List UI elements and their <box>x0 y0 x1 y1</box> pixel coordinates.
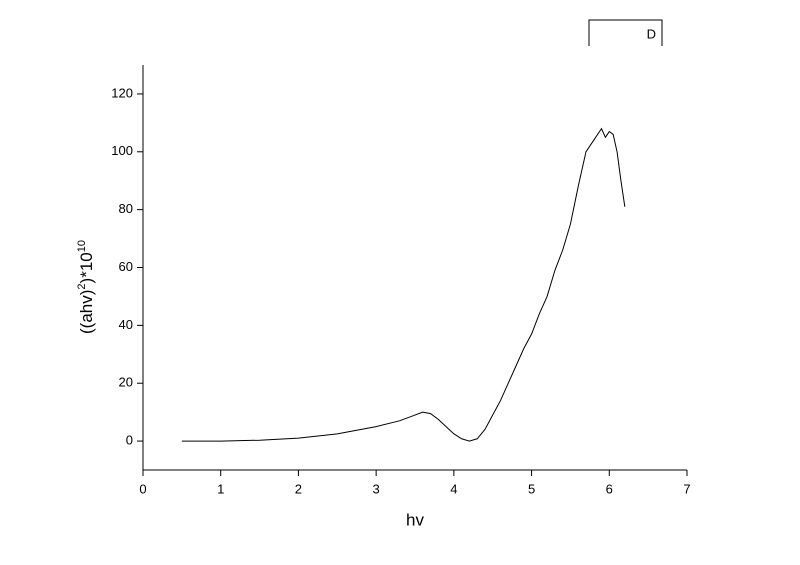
y-tick-label: 40 <box>119 317 133 332</box>
y-axis-title: ((ahv)2)*1010 <box>76 240 97 334</box>
x-tick-label: 0 <box>139 481 146 496</box>
y-tick-label: 20 <box>119 375 133 390</box>
x-tick-label: 2 <box>295 481 302 496</box>
x-tick-label: 3 <box>373 481 380 496</box>
y-axis-title-part: ((ahv) <box>77 290 96 334</box>
x-tick-label: 7 <box>683 481 690 496</box>
y-tick-label: 60 <box>119 259 133 274</box>
x-tick-label: 5 <box>528 481 535 496</box>
x-tick-label: 4 <box>450 481 457 496</box>
y-tick-label: 80 <box>119 201 133 216</box>
data-line <box>181 127 626 442</box>
y-axis-title-part: 2 <box>76 283 88 289</box>
y-tick-label: 100 <box>111 143 133 158</box>
x-tick-label: 1 <box>217 481 224 496</box>
x-axis-title: hv <box>406 510 424 529</box>
legend-box <box>588 19 663 46</box>
y-axis-title-part: 10 <box>76 240 88 252</box>
x-tick-label: 6 <box>606 481 613 496</box>
y-tick-label: 120 <box>111 85 133 100</box>
legend-label: D <box>647 26 656 41</box>
y-tick-label: 0 <box>126 433 133 448</box>
y-axis-title-part: )*10 <box>77 252 96 283</box>
